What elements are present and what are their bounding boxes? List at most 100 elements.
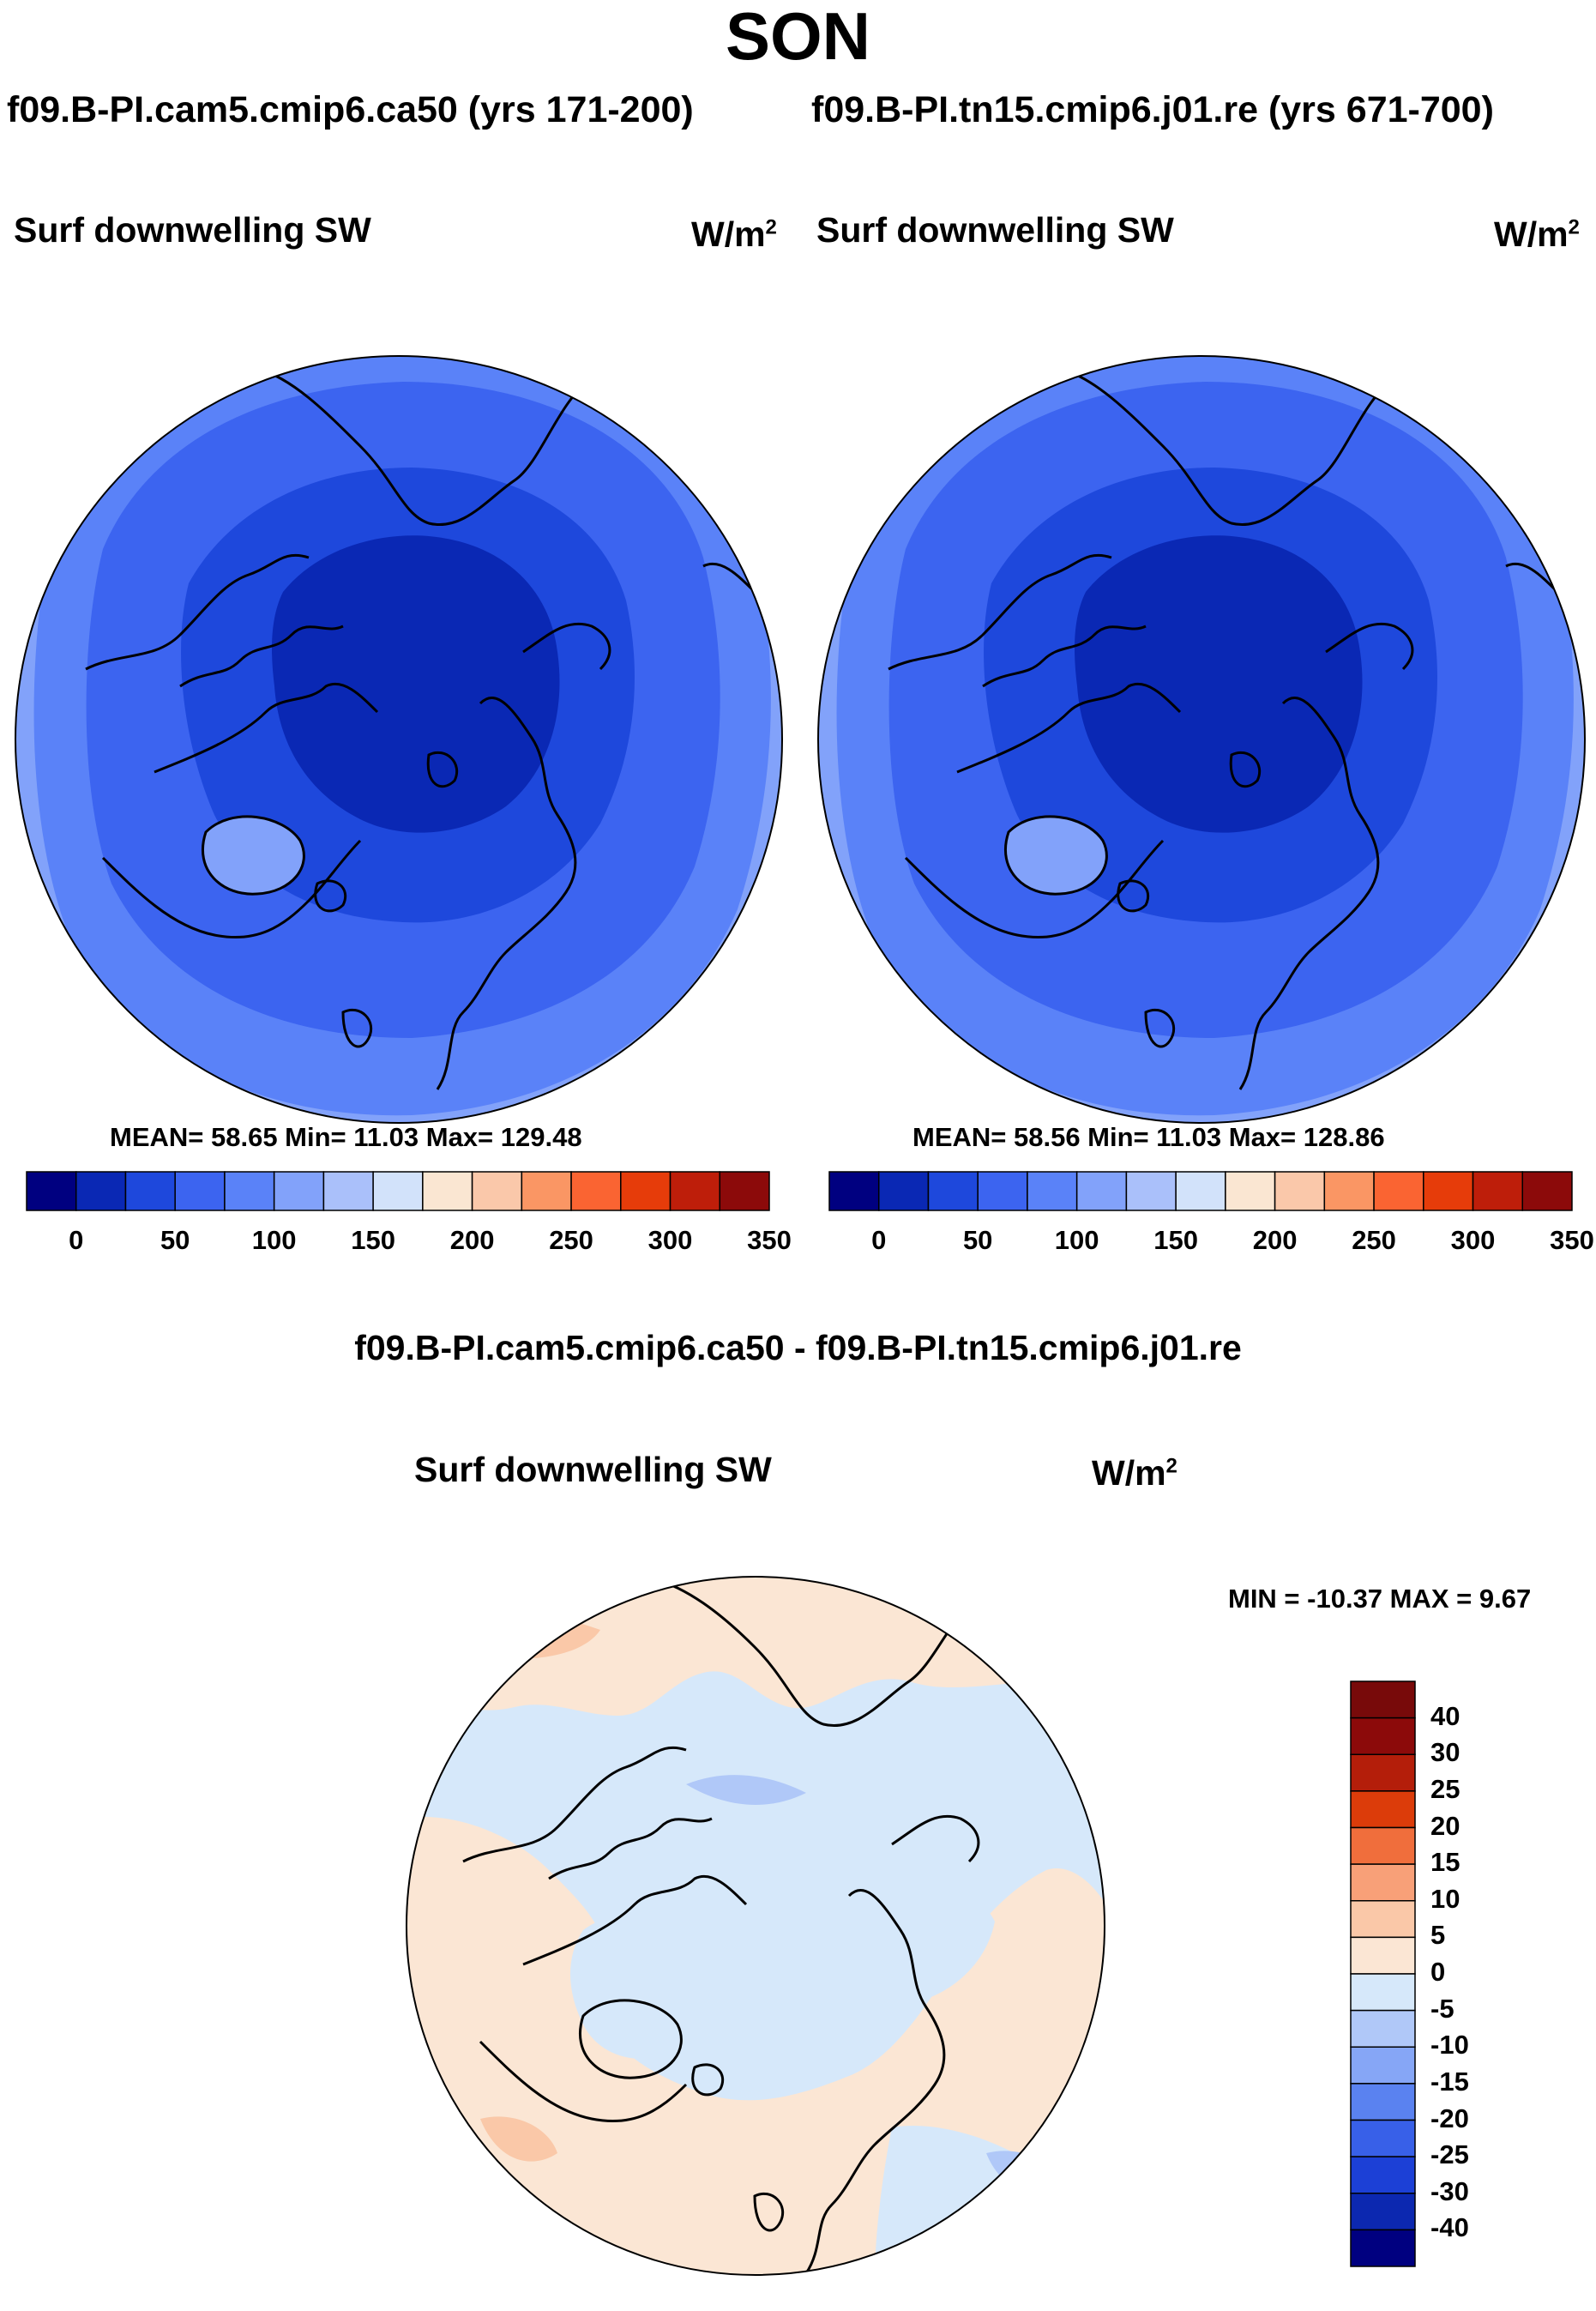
colorbar-tick-label: -20	[1430, 2103, 1469, 2133]
colorbar-tick-label: 200	[1252, 1225, 1298, 1255]
map-border-right	[817, 355, 1586, 1124]
colorbar-swatch	[1027, 1171, 1078, 1211]
case-label-left: f09.B-PI.cam5.cmip6.ca50 (yrs 171-200)	[7, 89, 694, 130]
diff-stats: MIN = -10.37 MAX = 9.67	[1228, 1584, 1532, 1614]
colorbar-tick-label: 15	[1430, 1847, 1460, 1878]
colorbar-swatch	[1075, 1171, 1128, 1211]
diff-units: W/m2	[1092, 1453, 1177, 1493]
colorbar-swatch	[1350, 1863, 1416, 1902]
colorbar-tick-label: -10	[1430, 2030, 1469, 2061]
colorbar-left	[26, 1171, 770, 1211]
colorbar-swatch	[1350, 1753, 1416, 1792]
colorbar-swatch	[1350, 1973, 1416, 2012]
colorbar-tick-label: 30	[1430, 1737, 1460, 1768]
colorbar-swatch	[471, 1171, 523, 1211]
colorbar-swatch	[75, 1171, 127, 1211]
colorbar-swatch	[1274, 1171, 1326, 1211]
colorbar-tick-label: 20	[1430, 1810, 1460, 1841]
colorbar-swatch	[620, 1171, 672, 1211]
colorbar-right	[828, 1171, 1573, 1211]
colorbar-tick-label: -5	[1430, 1993, 1454, 2024]
colorbar-swatch	[322, 1171, 374, 1211]
colorbar-swatch	[977, 1171, 1028, 1211]
colorbar-swatch	[1225, 1171, 1276, 1211]
colorbar-swatch	[669, 1171, 721, 1211]
colorbar-tick-label: 0	[1430, 1957, 1446, 1987]
colorbar-swatch	[1472, 1171, 1524, 1211]
colorbar-swatch	[1350, 2046, 1416, 2085]
colorbar-tick-label: 150	[1153, 1225, 1198, 1255]
colorbar-tick-label: 50	[160, 1225, 190, 1255]
colorbar-swatch	[1350, 1900, 1416, 1939]
colorbar-swatch	[1350, 1717, 1416, 1755]
colorbar-tick-label: -30	[1430, 2175, 1469, 2206]
colorbar-swatch	[719, 1171, 770, 1211]
colorbar-tick-label: 10	[1430, 1883, 1460, 1914]
colorbar-swatch	[1350, 2156, 1416, 2194]
colorbar-swatch	[1521, 1171, 1573, 1211]
colorbar-swatch	[372, 1171, 424, 1211]
colorbar-swatch	[124, 1171, 176, 1211]
diff-case-label: f09.B-PI.cam5.cmip6.ca50 - f09.B-PI.tn15…	[354, 1328, 1242, 1367]
colorbar-swatch	[877, 1171, 930, 1211]
colorbar-swatch	[422, 1171, 473, 1211]
colorbar-tick-label: -25	[1430, 2139, 1469, 2170]
map-border-diff	[406, 1576, 1105, 2276]
panel-title-left: Surf downwelling SW	[14, 210, 371, 250]
units-right: W/m2	[1494, 214, 1580, 254]
map-left	[15, 356, 782, 1123]
colorbar-swatch	[1350, 1936, 1416, 1975]
colorbar-swatch	[273, 1171, 325, 1211]
colorbar-swatch	[1125, 1171, 1177, 1211]
stats-left: MEAN= 58.65 Min= 11.03 Max= 129.48	[110, 1122, 582, 1152]
colorbar-tick-label: 150	[351, 1225, 395, 1255]
colorbar-swatch	[1350, 2193, 1416, 2231]
map-border-left	[15, 355, 783, 1124]
colorbar-swatch	[1373, 1171, 1424, 1211]
colorbar-tick-label: 100	[251, 1225, 297, 1255]
colorbar-swatch	[1423, 1171, 1474, 1211]
colorbar-swatch	[828, 1171, 880, 1211]
colorbar-tick-label: 300	[1450, 1225, 1496, 1255]
colorbar-swatch	[1350, 2009, 1416, 2048]
stats-right: MEAN= 58.56 Min= 11.03 Max= 128.86	[912, 1122, 1385, 1152]
colorbar-swatch	[1323, 1171, 1375, 1211]
case-label-right: f09.B-PI.tn15.cmip6.j01.re (yrs 671-700)	[811, 89, 1494, 130]
colorbar-tick-label: 5	[1430, 1920, 1446, 1951]
colorbar-tick-label: -15	[1430, 2066, 1469, 2097]
colorbar-tick-label: 50	[962, 1225, 993, 1255]
colorbar-tick-label: 0	[871, 1225, 887, 1255]
colorbar-tick-label: 0	[69, 1225, 84, 1255]
map-right	[818, 356, 1585, 1123]
colorbar-swatch	[1175, 1171, 1226, 1211]
units-left: W/m2	[691, 214, 777, 254]
colorbar-tick-label: 100	[1054, 1225, 1099, 1255]
colorbar-swatch	[570, 1171, 622, 1211]
colorbar-tick-label: 350	[747, 1225, 792, 1255]
colorbar-tick-label: 250	[1352, 1225, 1396, 1255]
colorbar-swatch	[1350, 1826, 1416, 1865]
colorbar-swatch	[1350, 2229, 1416, 2267]
season-title: SON	[725, 0, 871, 74]
colorbar-tick-label: 300	[647, 1225, 693, 1255]
colorbar-swatch	[927, 1171, 979, 1211]
colorbar-swatch	[224, 1171, 275, 1211]
colorbar-tick-label: -40	[1430, 2212, 1469, 2243]
colorbar-tick-label: 25	[1430, 1773, 1460, 1804]
colorbar-swatch	[1350, 1680, 1416, 1719]
colorbar-swatch	[1350, 1790, 1416, 1829]
coastlines-diff	[445, 1577, 1105, 2274]
colorbar-swatch	[1350, 2119, 1416, 2157]
colorbar-swatch	[521, 1171, 572, 1211]
panel-title-right: Surf downwelling SW	[816, 210, 1174, 250]
colorbar-swatch	[174, 1171, 226, 1211]
colorbar-swatch	[26, 1171, 77, 1211]
colorbar-tick-label: 250	[549, 1225, 593, 1255]
colorbar-swatch	[1350, 2083, 1416, 2121]
colorbar-tick-label: 350	[1550, 1225, 1594, 1255]
diff-panel-title: Surf downwelling SW	[414, 1450, 772, 1489]
colorbar-diff	[1350, 1680, 1416, 2267]
colorbar-tick-label: 40	[1430, 1700, 1460, 1731]
colorbar-tick-label: 200	[449, 1225, 495, 1255]
